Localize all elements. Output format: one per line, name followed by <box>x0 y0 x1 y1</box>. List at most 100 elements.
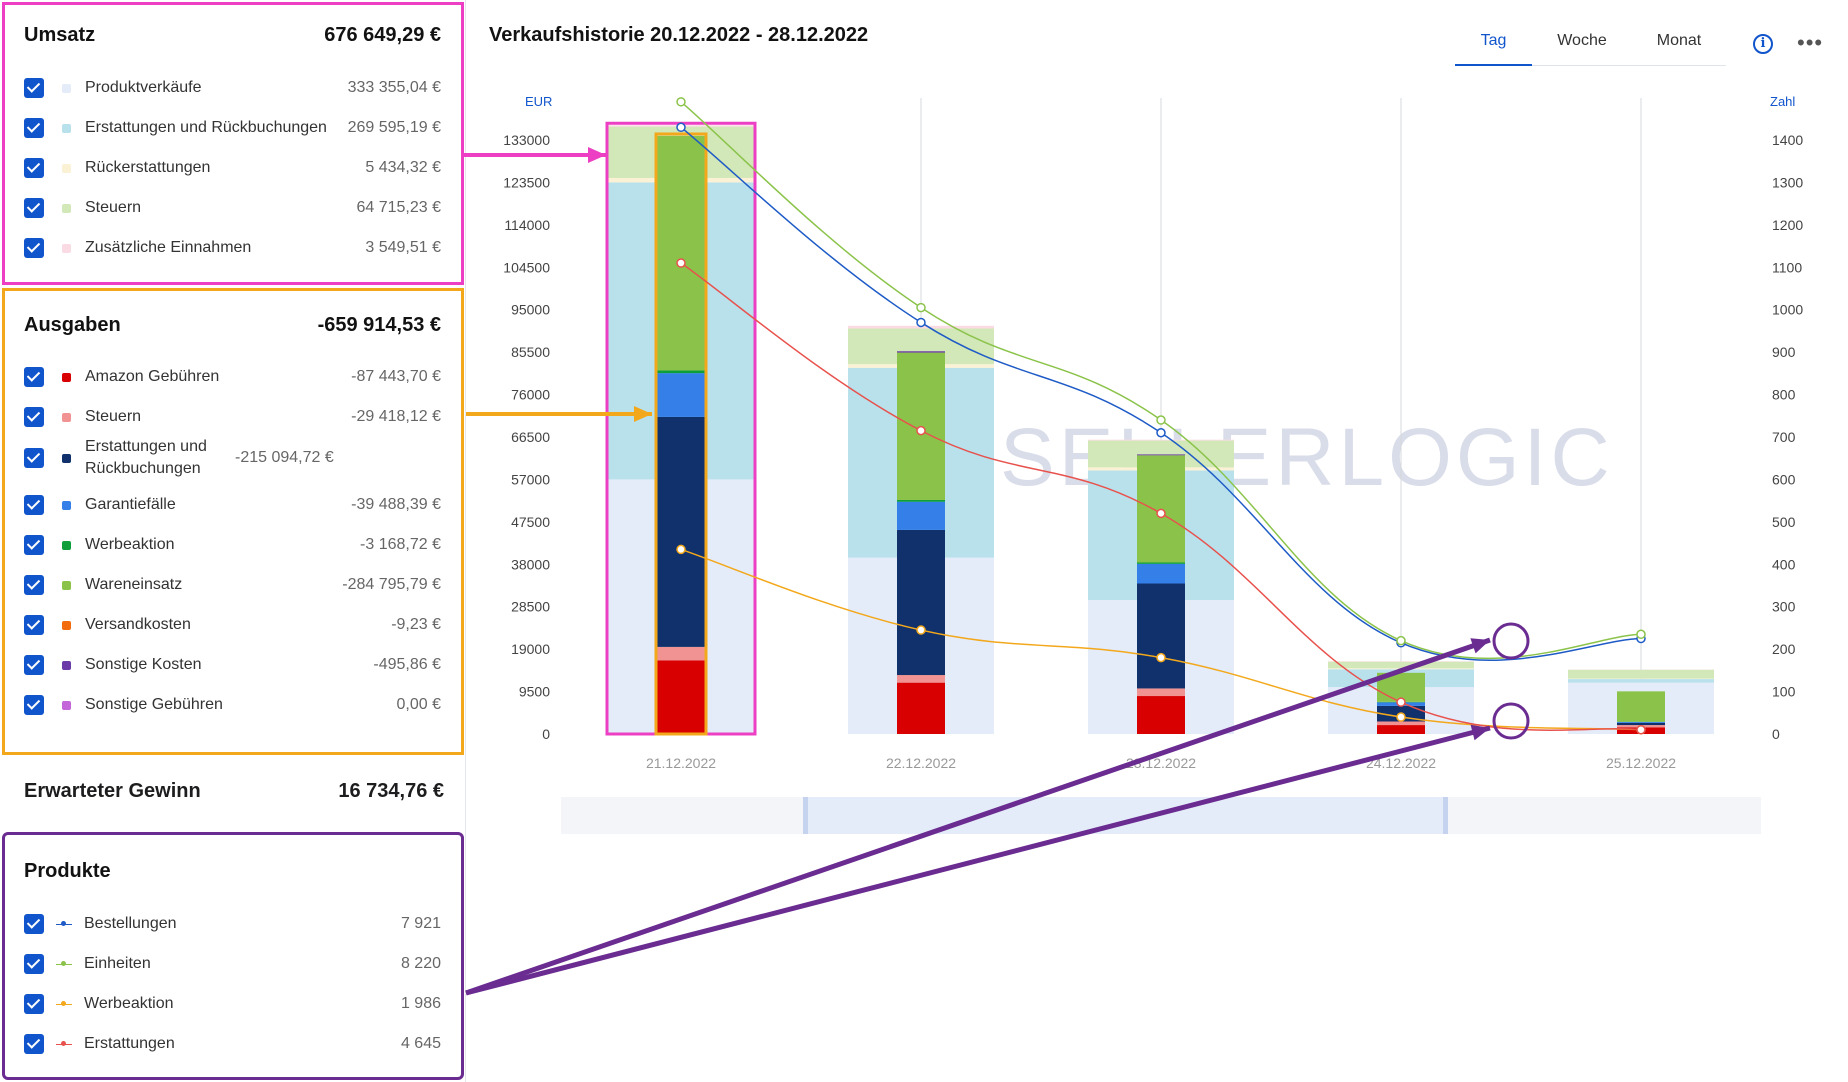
range-slider-handle-left[interactable] <box>803 797 808 834</box>
y-right-tick-label: 300 <box>1772 599 1796 615</box>
y-left-tick-label: 66500 <box>511 429 550 445</box>
bar-segment-expense[interactable] <box>1137 696 1185 734</box>
bar-segment-expense[interactable] <box>657 370 705 374</box>
checkbox[interactable] <box>24 495 44 515</box>
y-right-tick-label: 1100 <box>1772 259 1802 275</box>
bar-segment-expense[interactable] <box>897 682 945 734</box>
checkbox[interactable] <box>24 198 44 218</box>
checkbox[interactable] <box>24 695 44 715</box>
checkbox[interactable] <box>24 407 44 427</box>
series-point[interactable] <box>1396 712 1406 722</box>
bar-segment-expense[interactable] <box>1137 563 1185 584</box>
checkbox[interactable] <box>24 655 44 675</box>
tab-woche[interactable]: Woche <box>1532 32 1632 66</box>
checkbox[interactable] <box>24 448 44 468</box>
bar-segment-expense[interactable] <box>897 351 945 353</box>
bar-segment-expense[interactable] <box>897 501 945 530</box>
checkbox[interactable] <box>24 367 44 387</box>
chart-title: Verkaufshistorie 20.12.2022 - 28.12.2022 <box>489 24 869 46</box>
bar-segment-expense[interactable] <box>1617 722 1665 726</box>
series-point[interactable] <box>916 317 926 328</box>
row-label: Bestellungen <box>84 915 177 932</box>
series-point[interactable] <box>1156 415 1166 425</box>
checkbox[interactable] <box>24 238 44 258</box>
bar-segment-expense[interactable] <box>657 416 705 647</box>
bar-segment-revenue[interactable] <box>1088 439 1234 441</box>
series-point[interactable] <box>916 302 926 313</box>
series-point[interactable] <box>1156 652 1166 663</box>
checkbox[interactable] <box>24 158 44 178</box>
annotation-arrow-produkte-upper-head <box>1470 638 1490 654</box>
series-point[interactable] <box>1396 697 1406 707</box>
tab-tag[interactable]: Tag <box>1455 32 1532 66</box>
series-point[interactable] <box>1156 508 1166 519</box>
bar-segment-expense[interactable] <box>657 646 705 661</box>
tab-monat[interactable]: Monat <box>1632 32 1726 66</box>
more-icon[interactable]: ••• <box>1797 30 1824 55</box>
checkbox[interactable] <box>24 1034 44 1054</box>
series-point[interactable] <box>916 625 926 635</box>
range-slider-handle-right[interactable] <box>1443 797 1448 834</box>
checkbox[interactable] <box>24 914 44 934</box>
series-point[interactable] <box>1156 428 1166 438</box>
y-right-tick-label: 800 <box>1772 387 1796 403</box>
checkbox[interactable] <box>24 575 44 595</box>
bar-segment-expense[interactable] <box>657 373 705 417</box>
produkte-title: Produkte <box>24 860 111 882</box>
bar-segment-expense[interactable] <box>1377 721 1425 726</box>
series-point[interactable] <box>676 258 686 268</box>
series-point[interactable] <box>916 425 926 436</box>
bar-segment-expense[interactable] <box>1137 562 1185 564</box>
series-point[interactable] <box>676 97 686 107</box>
row-label: Garantiefälle <box>85 496 176 513</box>
y-left-tick-label: 76000 <box>511 387 550 403</box>
bar-segment-expense[interactable] <box>1137 688 1185 697</box>
y-left-tick-label: 9500 <box>519 684 550 700</box>
bar-segment-revenue[interactable] <box>1568 669 1714 679</box>
bar-segment-expense[interactable] <box>897 675 945 683</box>
color-swatch <box>62 203 71 213</box>
bar-segment-expense[interactable] <box>897 529 945 676</box>
row-value: -29 418,12 € <box>351 408 441 425</box>
range-slider-selection[interactable] <box>804 797 1447 834</box>
bar-segment-expense[interactable] <box>657 660 705 734</box>
checkbox[interactable] <box>24 615 44 635</box>
bar-segment-expense[interactable] <box>1617 721 1665 723</box>
series-point[interactable] <box>1636 725 1646 735</box>
y-right-tick-label: 700 <box>1772 429 1796 445</box>
bar-segment-expense[interactable] <box>897 499 945 502</box>
bar-segment-revenue[interactable] <box>1568 679 1714 683</box>
bar-segment-expense[interactable] <box>1137 583 1185 689</box>
expected-profit-label: Erwarteter Gewinn <box>24 780 201 802</box>
row-value: 4 645 <box>400 1035 441 1052</box>
bar-segment-expense[interactable] <box>657 135 705 371</box>
row-label: Werbeaktion <box>85 536 175 553</box>
bar-segment-expense[interactable] <box>1377 725 1425 734</box>
umsatz-row-zusätzliche-einnahmen: Zusätzliche Einnahmen 3 549,51 € <box>24 237 441 259</box>
series-point[interactable] <box>1636 629 1646 640</box>
checkbox[interactable] <box>24 78 44 98</box>
checkbox[interactable] <box>24 118 44 138</box>
ausgaben-header: Ausgaben -659 914,53 € <box>24 314 441 337</box>
row-label: Zusätzliche Einnahmen <box>85 239 252 256</box>
row-value: 269 595,19 € <box>347 119 441 136</box>
ausgaben-row-sonstige-kosten: Sonstige Kosten -495,86 € <box>24 654 441 676</box>
bar-segment-expense[interactable] <box>1137 454 1185 456</box>
checkbox[interactable] <box>24 994 44 1014</box>
bar-segment-expense[interactable] <box>1617 691 1665 722</box>
ausgaben-row-versandkosten: Versandkosten -9,23 € <box>24 614 441 636</box>
bar-segment-revenue[interactable] <box>1328 661 1474 669</box>
expected-profit: Erwarteter Gewinn 16 734,76 € <box>24 780 444 803</box>
checkbox[interactable] <box>24 954 44 974</box>
series-point[interactable] <box>1396 635 1406 646</box>
y-right-tick-label: 1000 <box>1772 302 1803 318</box>
series-point[interactable] <box>676 544 686 555</box>
info-icon[interactable]: i <box>1753 34 1773 54</box>
x-tick-label: 25.12.2022 <box>1606 755 1676 771</box>
ausgaben-row-amazon-gebühren: Amazon Gebühren -87 443,70 € <box>24 366 441 388</box>
umsatz-highlight-box <box>2 2 464 285</box>
y-left-tick-label: 104500 <box>503 259 550 275</box>
checkbox[interactable] <box>24 535 44 555</box>
series-point[interactable] <box>676 122 686 133</box>
color-swatch <box>62 580 71 590</box>
